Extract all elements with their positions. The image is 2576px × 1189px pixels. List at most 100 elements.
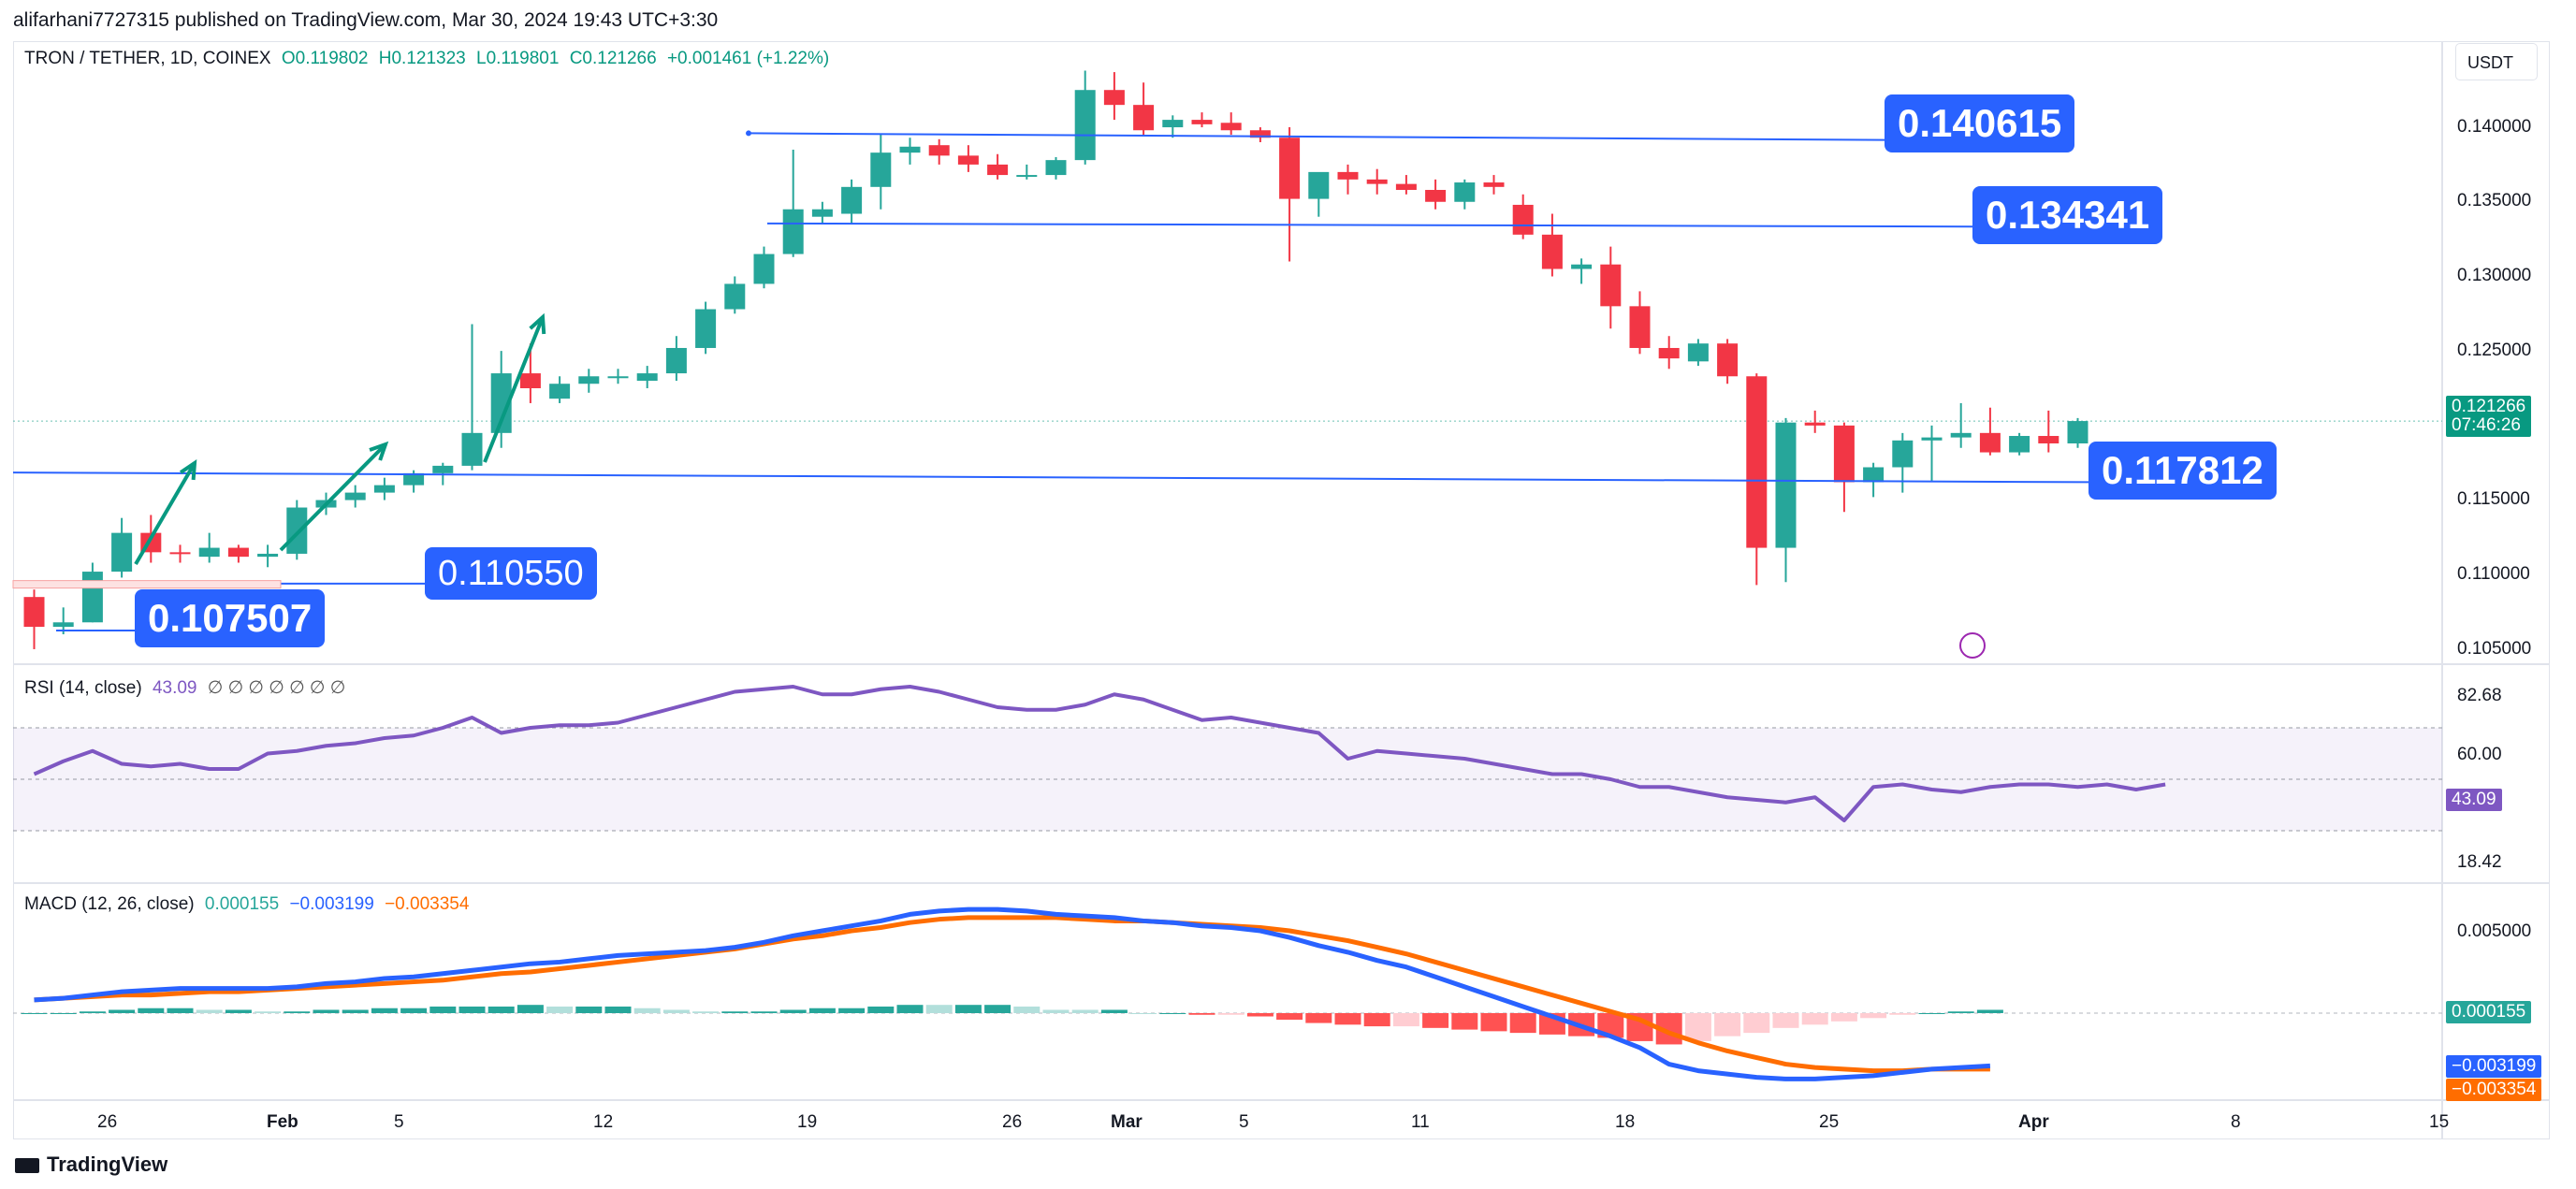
- candle-body: [1950, 432, 1972, 438]
- macd-histogram-bar: [546, 1006, 574, 1013]
- candle-body: [1074, 90, 1096, 161]
- candle-body: [578, 376, 600, 384]
- candle-countdown: 07:46:26: [2452, 415, 2521, 435]
- open-value: O0.119802: [281, 49, 369, 68]
- macd-hist-value: 0.000155: [204, 894, 280, 914]
- level-label-0107507[interactable]: 0.107507: [135, 589, 326, 647]
- macd-histogram-bar: [1042, 1009, 1070, 1013]
- candle-body: [1220, 123, 1242, 131]
- candle-body: [1279, 138, 1301, 199]
- candle-body: [1162, 120, 1184, 128]
- level-label-0140615[interactable]: 0.140615: [1885, 94, 2075, 152]
- time-axis-label: 12: [593, 1112, 614, 1132]
- rsi-value: 43.09: [152, 678, 197, 698]
- level-label-0134341[interactable]: 0.134341: [1972, 186, 2163, 244]
- currency-button[interactable]: USDT: [2455, 43, 2538, 80]
- trend-arrow-line: [134, 461, 196, 566]
- candle-body: [432, 465, 454, 473]
- candle-body: [1717, 343, 1739, 377]
- macd-histogram-bar: [1276, 1013, 1303, 1021]
- candle-body: [1892, 440, 1914, 468]
- macd-signal-line: [34, 915, 1990, 1074]
- alert-icon: [1959, 632, 1986, 659]
- macd-histogram-bar: [867, 1006, 895, 1013]
- macd-histogram-bar: [400, 1008, 428, 1013]
- candle-body: [1103, 90, 1125, 106]
- macd-histogram-bar: [1480, 1013, 1507, 1032]
- candle-body: [519, 373, 541, 389]
- macd-histogram-bar: [925, 1005, 953, 1013]
- macd-histogram-bar: [1947, 1011, 1974, 1013]
- rsi-line: [33, 685, 2166, 822]
- candle-body: [461, 432, 483, 466]
- macd-line: [34, 906, 1991, 1081]
- macd-histogram-bar: [429, 1006, 457, 1013]
- macd-histogram-bar: [225, 1009, 252, 1013]
- candle-body: [2038, 436, 2059, 443]
- candle-body: [1629, 306, 1651, 348]
- candle-body: [987, 164, 1009, 176]
- macd-histogram-bar: [255, 1011, 282, 1013]
- price-axis-label: 0.130000: [2457, 266, 2532, 285]
- macd-histogram-bar: [984, 1005, 1011, 1013]
- price-axis-label: 0.135000: [2457, 191, 2532, 210]
- candle-body: [1571, 264, 1593, 269]
- macd-histogram-bar: [692, 1011, 720, 1013]
- range-box: [12, 580, 282, 589]
- candle-body: [1775, 422, 1797, 548]
- macd-histogram-bar: [79, 1011, 106, 1013]
- candle-body: [169, 552, 191, 555]
- candle-body: [695, 309, 717, 348]
- macd-histogram-bar: [196, 1009, 223, 1013]
- time-axis-label: 5: [394, 1112, 404, 1132]
- candle-body: [753, 254, 775, 284]
- brand-label: TradingView: [47, 1153, 168, 1176]
- macd-histogram-bar: [50, 1013, 77, 1014]
- last-price-tag: 0.121266 07:46:26: [2446, 396, 2532, 437]
- candle-body: [1483, 182, 1505, 187]
- macd-histogram-bar: [1217, 1013, 1244, 1015]
- macd-histogram-bar: [1188, 1013, 1215, 1015]
- main-legend: TRON / TETHER, 1D, COINEX O0.119802 H0.1…: [24, 49, 835, 69]
- level-label-0110550[interactable]: 0.110550: [425, 547, 597, 600]
- macd-histogram-bar: [1684, 1013, 1711, 1041]
- macd-histogram-bar: [1714, 1013, 1741, 1037]
- symbol-label[interactable]: TRON / TETHER, 1D, COINEX: [24, 49, 271, 68]
- close-value: C0.121266: [569, 49, 657, 68]
- candle-body: [1454, 182, 1476, 202]
- macd-histogram-bar: [1918, 1013, 1945, 1014]
- macd-hist-tag: 0.000155: [2446, 1001, 2532, 1023]
- time-axis-label: 11: [1411, 1112, 1430, 1132]
- last-price: 0.121266: [2452, 397, 2526, 416]
- candle-body: [111, 532, 133, 573]
- publish-info: alifarhani7727315 published on TradingVi…: [13, 9, 719, 31]
- price-axis-label: 0.110000: [2457, 564, 2530, 584]
- macd-histogram-bar: [721, 1011, 749, 1013]
- macd-histogram-bar: [662, 1009, 690, 1013]
- macd-histogram-bar: [1422, 1013, 1449, 1028]
- time-axis-label: 8: [2231, 1112, 2241, 1132]
- candle-body: [1249, 130, 1271, 138]
- candle-body: [1395, 183, 1417, 191]
- candle-body: [2067, 421, 2088, 443]
- candle-body: [928, 145, 950, 156]
- macd-label[interactable]: MACD (12, 26, close): [24, 894, 195, 914]
- candle-body: [1921, 437, 1943, 441]
- candle-body: [841, 186, 863, 214]
- rsi-label[interactable]: RSI (14, close): [24, 678, 142, 698]
- time-axis-label: 15: [2429, 1112, 2450, 1132]
- level-label-0117812[interactable]: 0.117812: [2088, 442, 2277, 500]
- candle-body: [1863, 467, 1885, 483]
- macd-histogram-bar: [1889, 1013, 1916, 1015]
- candle-body: [2009, 436, 2030, 453]
- candle-body: [257, 553, 279, 558]
- macd-signal-tag: −0.003354: [2446, 1079, 2542, 1101]
- rsi-value-tag: 43.09: [2446, 789, 2502, 811]
- macd-histogram-bar: [313, 1009, 340, 1013]
- macd-histogram-bar: [21, 1013, 48, 1014]
- time-axis-label: 25: [1819, 1112, 1840, 1132]
- low-value: L0.119801: [476, 49, 560, 68]
- candle-body: [1191, 120, 1213, 124]
- rsi-extra: ∅ ∅ ∅ ∅ ∅ ∅ ∅: [207, 678, 346, 698]
